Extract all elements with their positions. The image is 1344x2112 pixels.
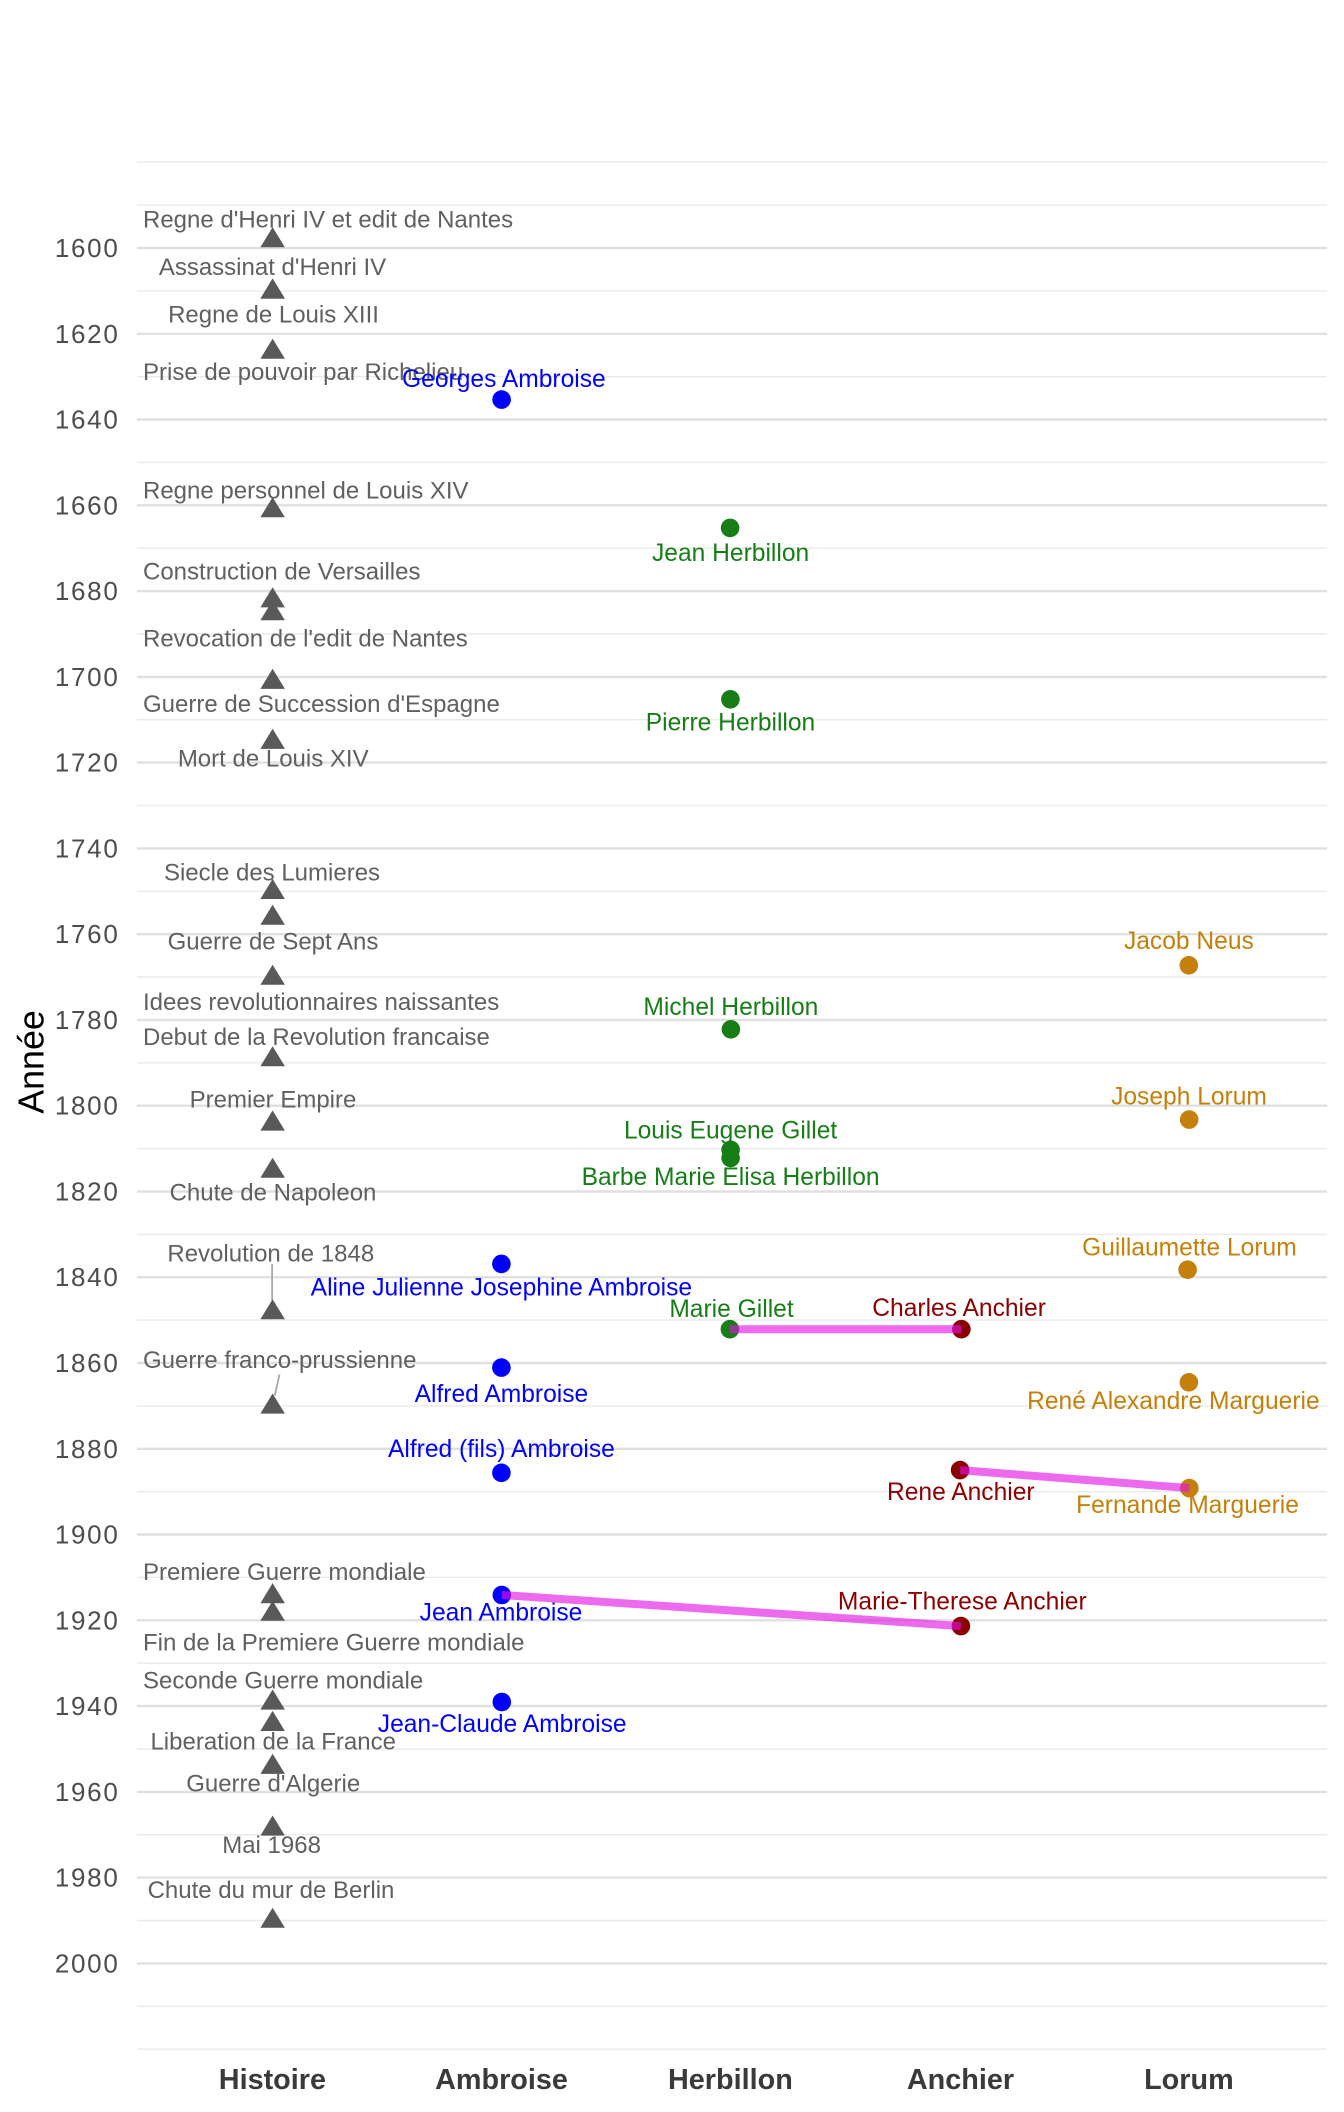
- svg-text:Jacob Neus: Jacob Neus: [1124, 928, 1254, 955]
- svg-text:Siecle des Lumieres: Siecle des Lumieres: [164, 860, 380, 887]
- svg-text:1840: 1840: [55, 1262, 120, 1292]
- svg-text:Mort de Louis XIV: Mort de Louis XIV: [178, 745, 369, 772]
- svg-text:Regne d'Henri IV et edit de Na: Regne d'Henri IV et edit de Nantes: [143, 206, 513, 233]
- svg-text:Ambroise: Ambroise: [435, 2064, 568, 2096]
- svg-text:Charles Anchier: Charles Anchier: [872, 1295, 1046, 1322]
- svg-text:Joseph Lorum: Joseph Lorum: [1111, 1083, 1267, 1110]
- svg-text:Regne personnel de Louis XIV: Regne personnel de Louis XIV: [143, 477, 469, 504]
- svg-text:Guerre d'Algerie: Guerre d'Algerie: [186, 1771, 360, 1798]
- svg-text:Année: Année: [12, 1010, 52, 1114]
- svg-text:Seconde Guerre mondiale: Seconde Guerre mondiale: [143, 1668, 423, 1695]
- svg-text:Construction de Versailles: Construction de Versailles: [143, 558, 420, 585]
- svg-text:Georges Ambroise: Georges Ambroise: [402, 366, 606, 393]
- svg-text:Pierre Herbillon: Pierre Herbillon: [646, 710, 816, 737]
- svg-text:Alfred (fils) Ambroise: Alfred (fils) Ambroise: [388, 1436, 615, 1463]
- svg-text:Marie-Therese Anchier: Marie-Therese Anchier: [838, 1589, 1087, 1616]
- svg-text:Jean-Claude Ambroise: Jean-Claude Ambroise: [378, 1711, 627, 1738]
- svg-text:Prise de pouvoir par Richelieu: Prise de pouvoir par Richelieu: [143, 359, 463, 386]
- svg-text:1920: 1920: [55, 1605, 120, 1635]
- svg-text:Rene Anchier: Rene Anchier: [887, 1479, 1035, 1506]
- svg-text:1900: 1900: [55, 1520, 120, 1550]
- svg-text:Jean Herbillon: Jean Herbillon: [652, 540, 809, 567]
- svg-text:1980: 1980: [55, 1863, 120, 1893]
- svg-text:René Alexandre Marguerie: René Alexandre Marguerie: [1027, 1388, 1320, 1415]
- svg-text:Louis Eugene Gillet: Louis Eugene Gillet: [624, 1117, 837, 1144]
- svg-text:1880: 1880: [55, 1434, 120, 1464]
- svg-text:Premiere Guerre mondiale: Premiere Guerre mondiale: [143, 1559, 426, 1586]
- svg-text:Fin de la Premiere Guerre mond: Fin de la Premiere Guerre mondiale: [143, 1629, 525, 1656]
- svg-text:1820: 1820: [55, 1177, 120, 1207]
- svg-text:Revocation de l'edit de Nantes: Revocation de l'edit de Nantes: [143, 625, 468, 652]
- svg-text:Regne de Louis XIII: Regne de Louis XIII: [168, 301, 379, 328]
- svg-text:Assassinat d'Henri IV: Assassinat d'Henri IV: [159, 254, 386, 281]
- svg-text:1640: 1640: [55, 405, 120, 435]
- svg-text:Herbillon: Herbillon: [668, 2064, 793, 2096]
- svg-text:Lorum: Lorum: [1144, 2064, 1234, 2096]
- svg-text:Alfred Ambroise: Alfred Ambroise: [415, 1381, 589, 1408]
- svg-text:1700: 1700: [55, 662, 120, 692]
- svg-text:Premier Empire: Premier Empire: [190, 1087, 357, 1114]
- svg-text:1780: 1780: [55, 1005, 120, 1035]
- svg-text:1960: 1960: [55, 1777, 120, 1807]
- svg-text:1720: 1720: [55, 748, 120, 778]
- svg-text:Liberation de la France: Liberation de la France: [150, 1728, 395, 1755]
- svg-text:Barbe Marie Elisa Herbillon: Barbe Marie Elisa Herbillon: [582, 1164, 880, 1191]
- svg-text:Fernande Marguerie: Fernande Marguerie: [1076, 1492, 1299, 1519]
- svg-text:Guerre de Succession d'Espagne: Guerre de Succession d'Espagne: [143, 691, 500, 718]
- svg-text:1600: 1600: [55, 233, 120, 263]
- svg-text:Anchier: Anchier: [907, 2064, 1014, 2096]
- svg-text:1800: 1800: [55, 1091, 120, 1121]
- svg-text:Idees revolutionnaires naissan: Idees revolutionnaires naissantes: [143, 989, 499, 1016]
- svg-text:Michel Herbillon: Michel Herbillon: [643, 994, 818, 1021]
- svg-text:2000: 2000: [55, 1948, 120, 1978]
- svg-text:Marie Gillet: Marie Gillet: [669, 1296, 794, 1323]
- svg-text:1860: 1860: [55, 1348, 120, 1378]
- svg-text:1680: 1680: [55, 576, 120, 606]
- svg-text:1760: 1760: [55, 919, 120, 949]
- svg-text:Debut de la Revolution francai: Debut de la Revolution francaise: [143, 1024, 490, 1051]
- svg-text:Chute du mur de Berlin: Chute du mur de Berlin: [148, 1877, 395, 1904]
- svg-text:Guerre de Sept Ans: Guerre de Sept Ans: [168, 929, 379, 956]
- svg-text:Chute de Napoleon: Chute de Napoleon: [170, 1179, 377, 1206]
- svg-text:Guillaumette Lorum: Guillaumette Lorum: [1082, 1235, 1297, 1262]
- svg-text:1740: 1740: [55, 833, 120, 863]
- svg-text:1940: 1940: [55, 1691, 120, 1721]
- svg-text:Guerre franco-prussienne: Guerre franco-prussienne: [143, 1347, 416, 1374]
- svg-text:Mai 1968: Mai 1968: [222, 1832, 321, 1859]
- svg-text:Histoire: Histoire: [219, 2064, 326, 2096]
- svg-text:1620: 1620: [55, 319, 120, 349]
- svg-text:Aline Julienne Josephine Ambro: Aline Julienne Josephine Ambroise: [311, 1274, 692, 1301]
- svg-text:Jean Ambroise: Jean Ambroise: [420, 1600, 583, 1627]
- svg-text:Revolution de 1848: Revolution de 1848: [167, 1240, 374, 1267]
- svg-text:1660: 1660: [55, 490, 120, 520]
